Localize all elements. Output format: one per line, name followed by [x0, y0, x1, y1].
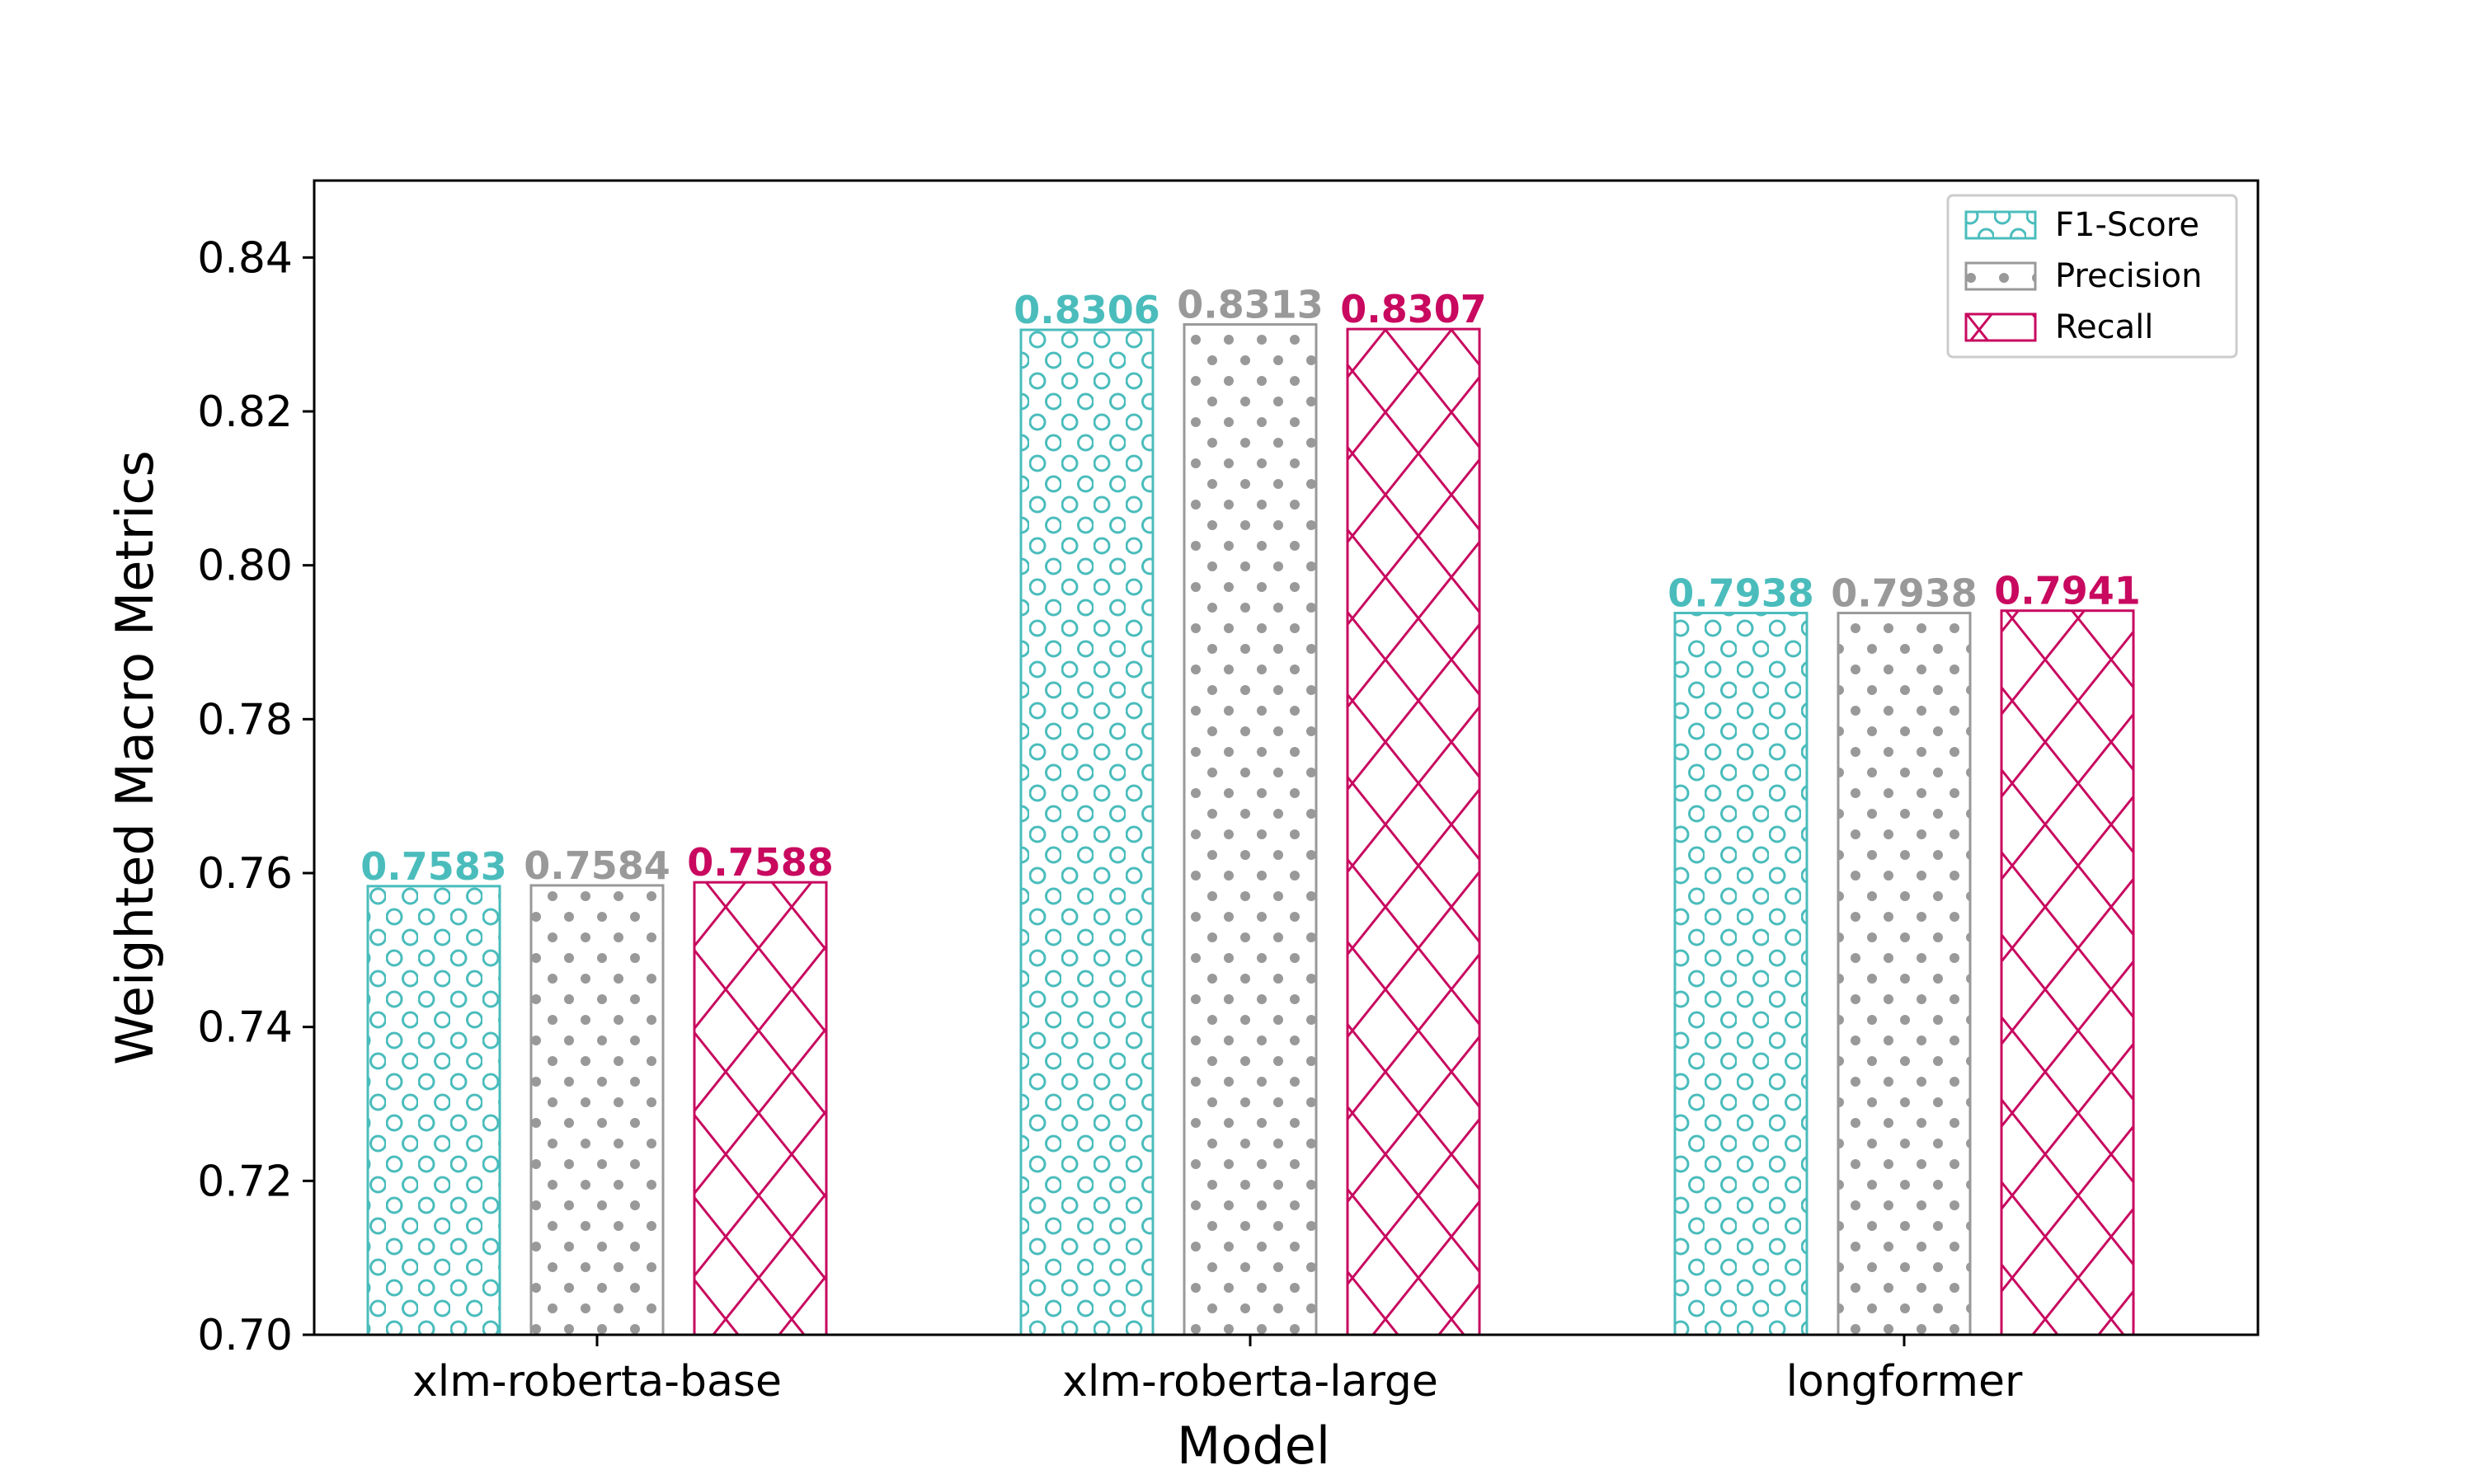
data-labels-layer: 0.7583 0.7584 0.7588 0.8306 0.8313 0.8307 0.79… — [360, 283, 2141, 889]
y-tick-label: 0.70 — [197, 1311, 293, 1360]
bar-recall-xlm-roberta-base — [693, 881, 828, 1336]
y-tick-label: 0.82 — [197, 387, 293, 437]
data-label-precision-xlm-roberta-large: 0.8313 — [1177, 283, 1324, 327]
y-tick-label: 0.72 — [197, 1157, 293, 1206]
y-axis-title: Weighted Macro Metrics — [105, 450, 165, 1065]
data-label-f1-score-longformer: 0.7938 — [1667, 571, 1814, 616]
y-tick-label: 0.74 — [197, 1003, 293, 1053]
legend-label-f1-score: F1-Score — [2055, 206, 2199, 244]
bar-f1-score-xlm-roberta-large — [1019, 328, 1155, 1336]
bar-f1-score-xlm-roberta-base — [366, 885, 501, 1336]
legend-swatch-precision — [1964, 261, 2037, 291]
data-label-precision-xlm-roberta-base: 0.7584 — [524, 843, 670, 888]
data-label-recall-longformer: 0.7941 — [1994, 569, 2141, 613]
data-label-recall-xlm-roberta-large: 0.8307 — [1340, 287, 1487, 331]
bar-precision-longformer — [1837, 612, 1972, 1336]
x-axis-title: Model — [1177, 1416, 1330, 1476]
legend-label-precision: Precision — [2055, 257, 2202, 295]
bar-precision-xlm-roberta-large — [1183, 323, 1318, 1336]
bar-recall-xlm-roberta-large — [1346, 327, 1481, 1336]
y-tick-label: 0.78 — [197, 695, 293, 744]
bars-layer — [366, 323, 2135, 1336]
y-tick-label: 0.80 — [197, 542, 293, 591]
legend: F1-Score Precision Recall — [1946, 194, 2238, 359]
legend-label-recall: Recall — [2055, 308, 2153, 346]
y-tick-label: 0.76 — [197, 849, 293, 899]
legend-swatch-f1-score — [1964, 210, 2037, 240]
x-tick-label-xlm-roberta-base: xlm-roberta-base — [412, 1357, 782, 1407]
data-label-recall-xlm-roberta-base: 0.7588 — [687, 840, 834, 885]
legend-swatch-recall — [1964, 312, 2037, 342]
bar-f1-score-longformer — [1673, 612, 1808, 1336]
y-tick-label: 0.84 — [197, 233, 293, 283]
data-label-precision-longformer: 0.7938 — [1831, 571, 1978, 616]
y-axis: 0.70 0.72 0.74 0.76 0.78 0.80 0.82 0.84 — [197, 233, 314, 1360]
bar-precision-xlm-roberta-base — [529, 884, 665, 1336]
x-axis: xlm-roberta-base xlm-roberta-large longfor… — [412, 1335, 2023, 1407]
plot-frame — [313, 179, 2260, 1336]
x-tick-label-longformer: longformer — [1786, 1357, 2023, 1407]
bar-recall-longformer — [2000, 609, 2135, 1336]
data-label-f1-score-xlm-roberta-large: 0.8306 — [1014, 288, 1160, 332]
x-tick-label-xlm-roberta-large: xlm-roberta-large — [1062, 1357, 1438, 1407]
data-label-f1-score-xlm-roberta-base: 0.7583 — [360, 844, 507, 889]
